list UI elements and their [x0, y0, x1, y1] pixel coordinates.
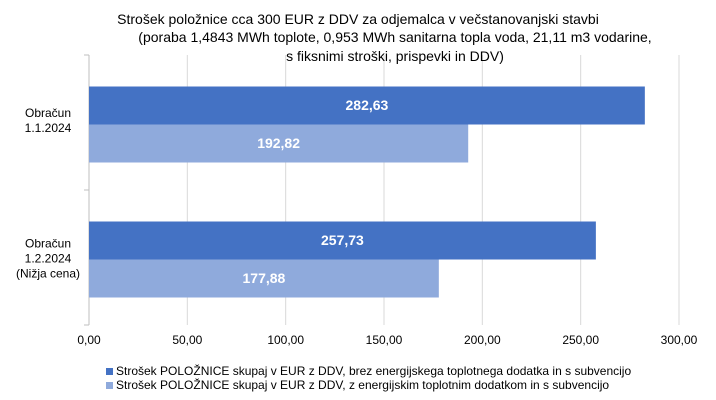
y-tick-label: Obračun 1.2.2024 (Nižja cena): [15, 236, 81, 280]
chart-subtitle: (poraba 1,4843 MWh toplote, 0,953 MWh sa…: [138, 29, 652, 64]
bar: [89, 221, 596, 260]
legend-label: Strošek POLOŽNICE skupaj v EUR z DDV, br…: [116, 363, 631, 378]
y-tick-label: Obračun 1.1.2024: [24, 105, 72, 135]
bar: [89, 259, 439, 298]
legend-swatch: [106, 368, 113, 375]
x-tick-label: 100,00: [267, 333, 304, 347]
bar: [89, 86, 645, 125]
x-tick-label: 150,00: [366, 333, 403, 347]
chart-title: Strošek položnice cca 300 EUR z DDV za o…: [117, 11, 599, 27]
x-tick-label: 250,00: [562, 333, 599, 347]
x-tick-label: 0,00: [77, 333, 101, 347]
bar: [89, 124, 469, 163]
x-tick-label: 200,00: [464, 333, 501, 347]
data-label: 282,63: [346, 97, 389, 113]
legend-label: Strošek POLOŽNICE skupaj v EUR z DDV, z …: [116, 377, 609, 392]
x-tick-label: 300,00: [661, 333, 698, 347]
legend-swatch: [106, 382, 113, 389]
data-label: 177,88: [243, 270, 286, 286]
data-label: 257,73: [321, 232, 364, 248]
data-label: 192,82: [257, 135, 300, 151]
x-tick-label: 50,00: [172, 333, 202, 347]
